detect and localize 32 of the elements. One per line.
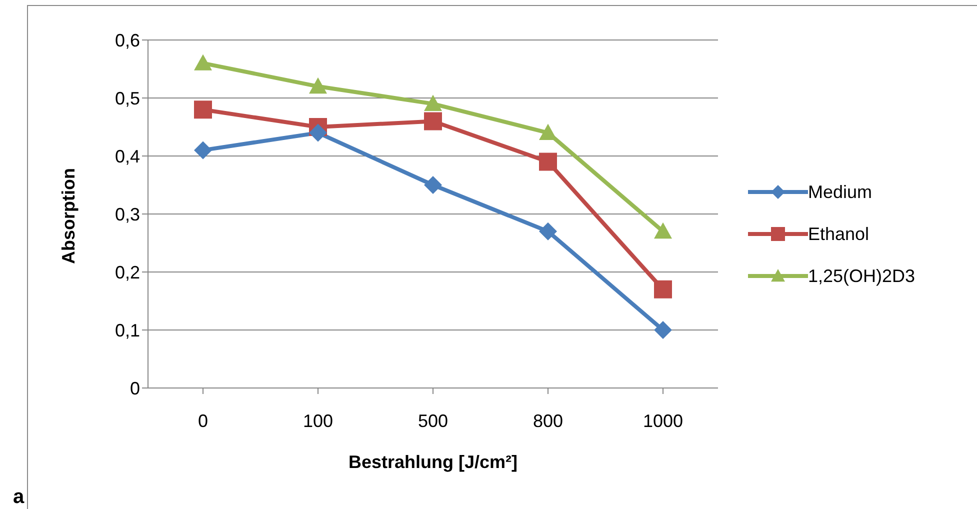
y-tick-label: 0,2 [114, 262, 140, 282]
legend-label: 1,25(OH)2D3 [808, 266, 916, 286]
point [654, 280, 672, 298]
y-tick-label: 0,3 [114, 204, 140, 224]
point [654, 321, 672, 339]
y-tick-label: 0,4 [114, 146, 140, 166]
y-tick-label: 0 [130, 378, 140, 398]
legend-label: Medium [808, 182, 872, 202]
y-tick-label: 0,5 [114, 88, 140, 108]
y-tick-label: 0,1 [114, 320, 140, 340]
x-tick-label: 500 [418, 410, 448, 431]
point [424, 176, 442, 194]
point [194, 141, 212, 160]
point [539, 124, 557, 140]
x-axis-title: Bestrahlung [J/cm²] [348, 452, 518, 472]
point [539, 222, 557, 240]
x-tick-label: 100 [302, 410, 334, 431]
x-tick-label: 1000 [642, 410, 684, 431]
x-tick-label: 0 [198, 410, 208, 431]
y-axis-title: Absorption [58, 168, 78, 264]
point [424, 94, 442, 111]
x-tick-label: 800 [532, 410, 564, 431]
point [309, 124, 327, 142]
point [654, 222, 672, 239]
point [194, 100, 212, 119]
point [424, 112, 442, 130]
text: a [13, 486, 24, 509]
legend-label: Ethanol [808, 224, 870, 244]
y-tick-label: 0,6 [114, 30, 140, 50]
point [309, 77, 327, 94]
point [194, 54, 212, 70]
point [539, 152, 557, 171]
